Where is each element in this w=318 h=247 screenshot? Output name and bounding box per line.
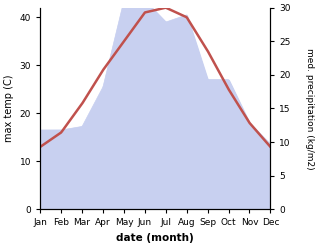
Y-axis label: med. precipitation (kg/m2): med. precipitation (kg/m2)	[305, 48, 314, 169]
Y-axis label: max temp (C): max temp (C)	[4, 75, 14, 142]
X-axis label: date (month): date (month)	[116, 233, 194, 243]
